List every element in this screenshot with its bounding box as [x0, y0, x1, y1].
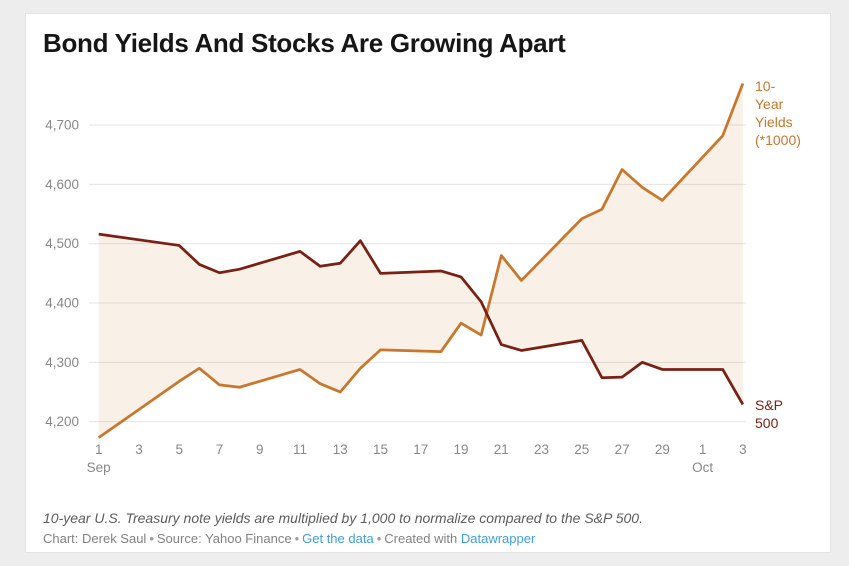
x-month-label: Oct: [692, 460, 713, 475]
x-tick-label: 21: [494, 442, 509, 457]
x-tick-label: 25: [574, 442, 589, 457]
y-tick-label: 4,200: [45, 414, 79, 429]
datawrapper-link[interactable]: Datawrapper: [460, 531, 536, 546]
chart-card: Bond Yields And Stocks Are Growing Apart…: [25, 13, 831, 553]
x-month-label: Sep: [87, 460, 111, 475]
y-tick-label: 4,700: [45, 118, 79, 133]
series-label-sp500: S&P 500: [755, 397, 784, 431]
x-tick-label: 9: [256, 442, 264, 457]
x-tick-label: 7: [216, 442, 224, 457]
x-tick-label: 3: [135, 442, 143, 457]
x-tick-label: 1: [699, 442, 707, 457]
byline-separator: •: [376, 531, 382, 546]
y-tick-label: 4,500: [45, 236, 79, 251]
line-sp500: [98, 232, 745, 406]
get-the-data-link[interactable]: Get the data: [302, 531, 374, 546]
y-tick-label: 4,600: [45, 177, 79, 192]
x-tick-label: 11: [293, 442, 307, 457]
area-fill-between-series: [98, 83, 743, 438]
line-10-year-yields: [97, 82, 745, 439]
byline-separator: •: [294, 531, 300, 546]
x-tick-label: 13: [333, 442, 348, 457]
series-label-10-year-yields: 10- Year Yields (*1000): [755, 78, 801, 148]
byline-source: Source: Yahoo Finance: [156, 531, 292, 546]
chart-byline: Chart: Derek Saul • Source: Yahoo Finance •…: [43, 531, 535, 546]
y-tick-label: 4,300: [45, 355, 79, 370]
byline-credit: Chart: Derek Saul: [43, 531, 147, 546]
byline-created-with: Created with: [384, 531, 458, 546]
chart-footnote: 10-year U.S. Treasury note yields are mu…: [43, 510, 643, 526]
x-tick-label: 3: [739, 442, 747, 457]
x-tick-label: 15: [373, 442, 388, 457]
x-tick-label: 23: [534, 442, 549, 457]
x-tick-label: 17: [413, 442, 428, 457]
y-tick-label: 4,400: [45, 295, 79, 310]
x-tick-label: 19: [454, 442, 469, 457]
x-tick-label: 1: [95, 442, 103, 457]
byline-separator: •: [149, 531, 154, 546]
x-tick-label: 29: [655, 442, 670, 457]
x-tick-label: 27: [615, 442, 630, 457]
chart-title: Bond Yields And Stocks Are Growing Apart: [43, 28, 566, 58]
x-tick-label: 5: [175, 442, 183, 457]
